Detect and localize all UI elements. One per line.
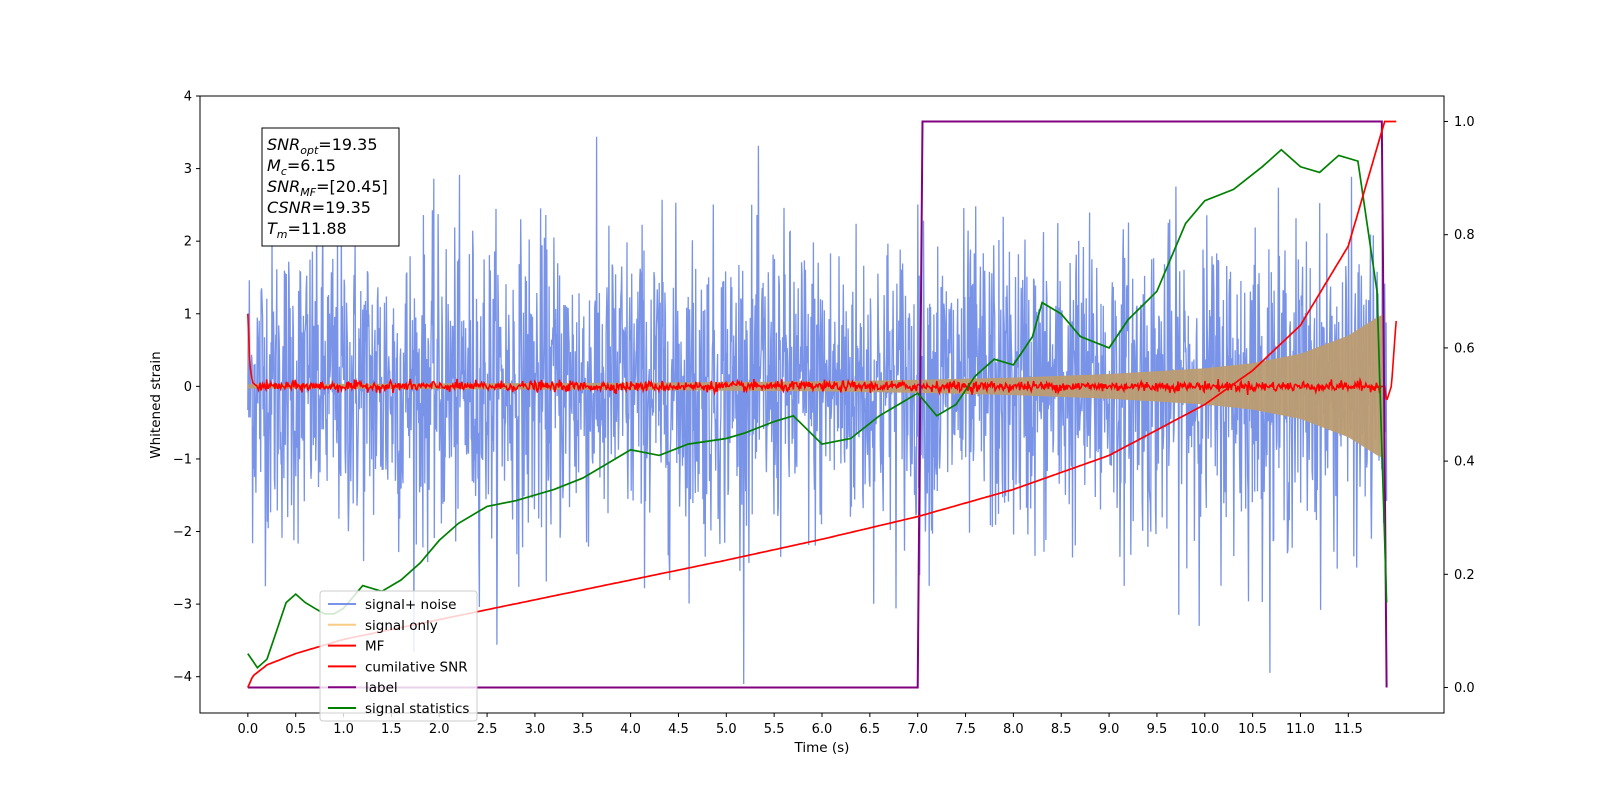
legend-entry-label: MF — [365, 639, 384, 655]
legend-entry-label: signal only — [365, 618, 438, 634]
y-tick-label: −2 — [173, 525, 192, 540]
legend-entry-label: signal+ noise — [365, 597, 456, 613]
series-signal-noise — [247, 136, 1388, 685]
y2-tick-label: 0.4 — [1454, 455, 1475, 470]
x-tick-label: 10.5 — [1238, 722, 1267, 737]
x-tick-label: 4.0 — [620, 722, 641, 737]
annotation-symbol: SNR — [267, 177, 300, 196]
x-axis: 0.0 0.5 1.0 1.5 2.0 2.5 3.0 3.5 4.0 4.5 5.0 5.5 6.0 6… — [238, 713, 1363, 737]
y-tick-label: −3 — [173, 598, 192, 613]
x-tick-label: 9.0 — [1099, 722, 1120, 737]
annotation-symbol: M — [267, 156, 281, 175]
annotation-symbol: CSNR — [267, 198, 312, 217]
y-tick-label: 4 — [184, 90, 192, 105]
y-tick-label: −4 — [173, 670, 192, 685]
x-tick-label: 5.5 — [764, 722, 785, 737]
legend: signal+ noise signal only MF cumilative SNR… — [319, 590, 478, 722]
x-tick-label: 0.5 — [285, 722, 306, 737]
annotation-symbol: T — [267, 219, 278, 238]
y-tick-label: −1 — [173, 452, 192, 467]
x-tick-label: 11.5 — [1334, 722, 1363, 737]
y-tick-label: 1 — [184, 307, 192, 322]
y2-tick-label: 0.6 — [1454, 341, 1475, 356]
legend-frame — [319, 590, 478, 722]
y-tick-label: 0 — [184, 380, 192, 395]
annotation-subscript: opt — [300, 144, 319, 157]
y2-tick-label: 0.2 — [1454, 568, 1475, 583]
annotation-line: Mc=6.15 — [267, 156, 336, 178]
annotation-line: CSNR=19.35 — [267, 198, 371, 217]
annotation-subscript: MF — [300, 186, 316, 199]
x-tick-label: 6.5 — [860, 722, 881, 737]
legend-entry-label: label — [365, 680, 398, 696]
x-tick-label: 11.0 — [1286, 722, 1315, 737]
annotation-value: =11.88 — [288, 219, 347, 238]
y-axis-right: 1.0 0.8 0.6 0.4 0.2 0.0 — [1444, 115, 1475, 696]
x-tick-label: 1.0 — [333, 722, 354, 737]
annotation-line: SNRopt=19.35 — [267, 135, 378, 157]
annotation-value: =19.35 — [312, 198, 371, 217]
x-tick-label: 8.0 — [1003, 722, 1024, 737]
annotation-frame — [261, 127, 400, 247]
annotation-subscript: c — [281, 165, 287, 178]
y2-tick-label: 0.0 — [1454, 681, 1475, 696]
x-axis-label: Time (s) — [794, 740, 850, 756]
annotation-value: =19.35 — [318, 135, 377, 154]
y-tick-label: 3 — [184, 162, 192, 177]
x-tick-label: 5.0 — [716, 722, 737, 737]
x-tick-label: 10.0 — [1190, 722, 1219, 737]
y2-tick-label: 1.0 — [1454, 115, 1475, 130]
y-axis-label: Whitened strain — [148, 351, 164, 458]
annotation-subscript: m — [277, 228, 288, 241]
y-tick-label: 2 — [184, 235, 192, 250]
x-tick-label: 1.5 — [381, 722, 402, 737]
x-tick-label: 7.0 — [907, 722, 928, 737]
annotation-line: SNRMF=[20.45] — [267, 177, 388, 199]
annotation-value: =[20.45] — [316, 177, 388, 196]
annotation-value: =6.15 — [287, 156, 336, 175]
x-tick-label: 3.5 — [572, 722, 593, 737]
snr-annotation-box: SNRopt=19.35Mc=6.15SNRMF=[20.45]CSNR=19.… — [261, 127, 400, 247]
series-mf — [247, 313, 1397, 401]
y2-tick-label: 0.8 — [1454, 228, 1475, 243]
legend-entry-label: signal statistics — [365, 701, 469, 717]
annotation-line: Tm=11.88 — [267, 219, 347, 241]
x-tick-label: 8.5 — [1051, 722, 1072, 737]
annotation-symbol: SNR — [267, 135, 300, 154]
x-tick-label: 2.5 — [477, 722, 498, 737]
x-tick-label: 4.5 — [668, 722, 689, 737]
y-axis-left: 4 3 2 1 0 −1 −2 −3 −4 — [173, 90, 200, 685]
x-tick-label: 7.5 — [955, 722, 976, 737]
series-label — [247, 120, 1388, 689]
x-tick-label: 2.0 — [429, 722, 450, 737]
x-tick-label: 6.0 — [812, 722, 833, 737]
legend-entry-label: cumilative SNR — [365, 659, 468, 675]
x-tick-label: 9.5 — [1147, 722, 1168, 737]
x-tick-label: 3.0 — [525, 722, 546, 737]
x-tick-label: 0.0 — [238, 722, 259, 737]
